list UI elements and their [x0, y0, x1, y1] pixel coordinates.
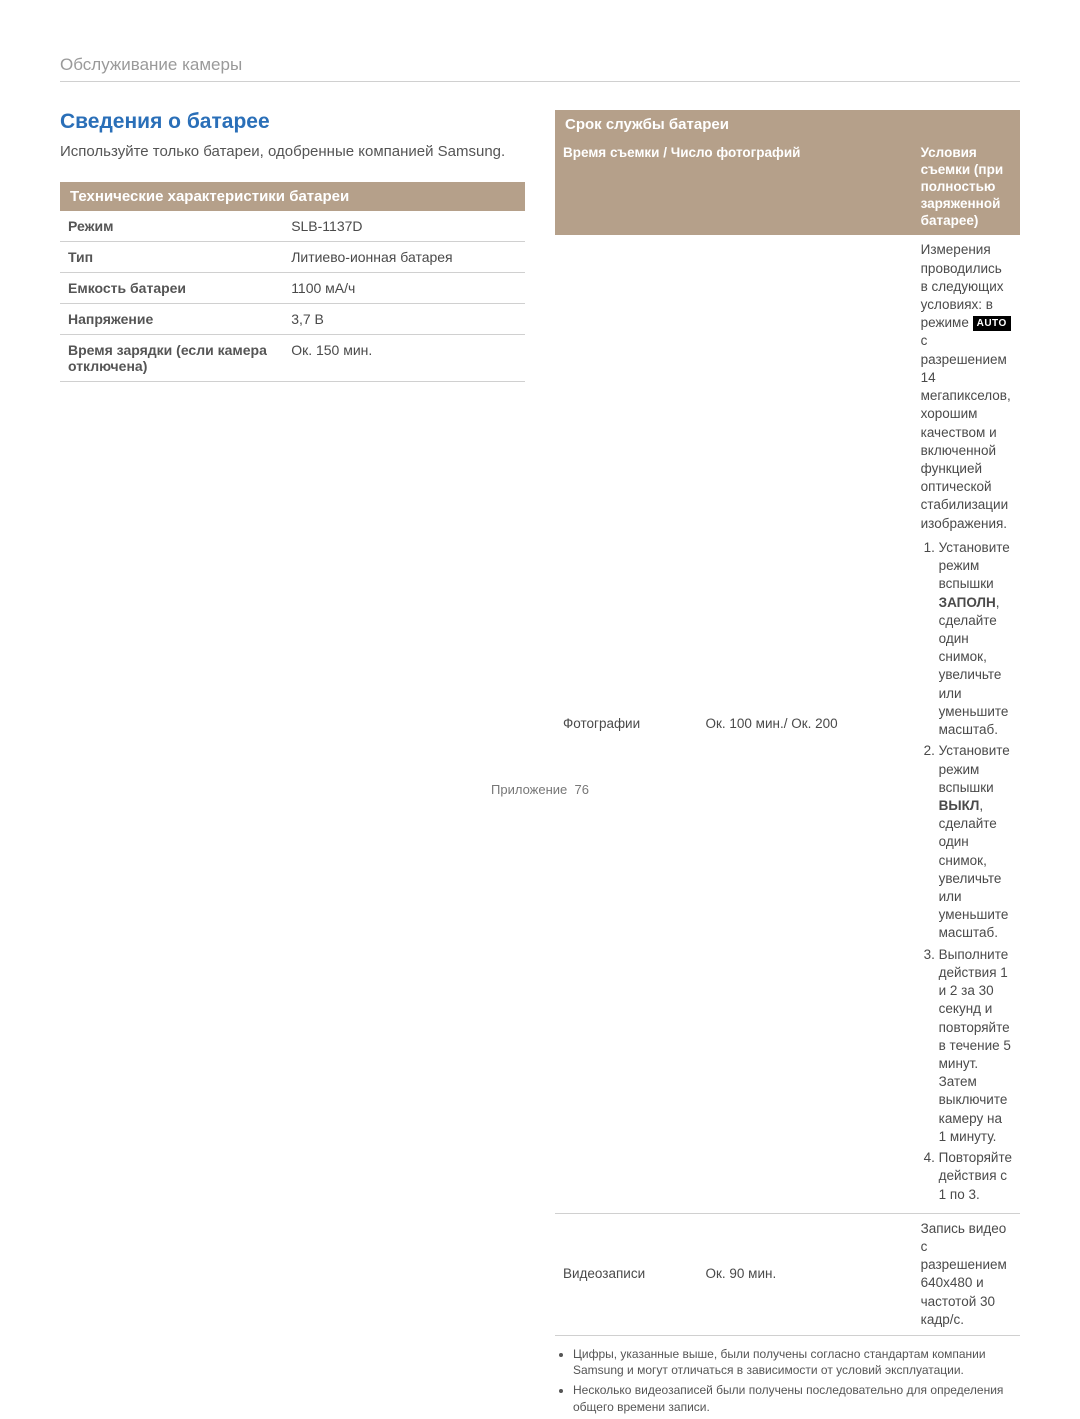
intro-text: Используйте только батареи, одобренные к… [60, 142, 525, 162]
life-th1: Время съемки / Число фотографий [555, 139, 913, 235]
spec-value: 3,7 В [283, 304, 525, 335]
spec-subheader: Технические характеристики батареи [60, 182, 525, 211]
video-row-value: Ок. 90 мин. [698, 1213, 913, 1335]
list-item: Установите режим вспышки ВЫКЛ, сделайте … [939, 742, 1012, 942]
spec-value: Литиево-ионная батарея [283, 242, 525, 273]
life-subheader: Срок службы батареи [555, 110, 1020, 139]
table-row: Напряжение3,7 В [60, 304, 525, 335]
list-item: Выполните действия 1 и 2 за 30 секунд и … [939, 946, 1012, 1146]
life-table: Время съемки / Число фотографий Условия … [555, 139, 1020, 1336]
conditions-list: Установите режим вспышки ЗАПОЛН, сделайт… [921, 539, 1012, 1204]
left-column: Сведения о батарее Используйте только ба… [60, 110, 525, 1419]
spec-label: Напряжение [60, 304, 283, 335]
list-item: Цифры, указанные выше, были получены сог… [573, 1346, 1020, 1378]
table-row: Фотографии Ок. 100 мин./ Ок. 200 Измерен… [555, 235, 1020, 1213]
photo-row-conditions: Измерения проводились в следующих услови… [913, 235, 1020, 1213]
life-th2: Условия съемки (при полностью заряженной… [913, 139, 1020, 235]
page-header: Обслуживание камеры [60, 55, 1020, 82]
right-column: Срок службы батареи Время съемки / Число… [555, 110, 1020, 1419]
spec-value: Ок. 150 мин. [283, 335, 525, 382]
table-row: ТипЛитиево-ионная батарея [60, 242, 525, 273]
spec-value: SLB-1137D [283, 211, 525, 242]
spec-label: Режим [60, 211, 283, 242]
video-row-label: Видеозаписи [555, 1213, 698, 1335]
list-item: Повторяйте действия с 1 по 3. [939, 1149, 1012, 1204]
auto-badge: AUTO [973, 316, 1011, 332]
spec-label: Тип [60, 242, 283, 273]
footer-page: 76 [575, 782, 589, 797]
page-footer: Приложение 76 [0, 782, 1080, 797]
table-row: Время зарядки (если камера отключена)Ок.… [60, 335, 525, 382]
spec-table: РежимSLB-1137D ТипЛитиево-ионная батарея… [60, 211, 525, 382]
notes-list: Цифры, указанные выше, были получены сог… [555, 1346, 1020, 1415]
spec-label: Емкость батареи [60, 273, 283, 304]
video-row-cond: Запись видео с разрешением 640x480 и час… [913, 1213, 1020, 1335]
list-item: Установите режим вспышки ЗАПОЛН, сделайт… [939, 539, 1012, 739]
list-item: Несколько видеозаписей были получены пос… [573, 1382, 1020, 1414]
spec-label: Время зарядки (если камера отключена) [60, 335, 283, 382]
content-columns: Сведения о батарее Используйте только ба… [60, 110, 1020, 1419]
photo-row-label: Фотографии [555, 235, 698, 1213]
spec-value: 1100 мА/ч [283, 273, 525, 304]
photo-row-value: Ок. 100 мин./ Ок. 200 [698, 235, 913, 1213]
table-row: Видеозаписи Ок. 90 мин. Запись видео с р… [555, 1213, 1020, 1335]
section-title: Сведения о батарее [60, 110, 525, 134]
table-row: Емкость батареи1100 мА/ч [60, 273, 525, 304]
cond-intro-post: с разрешением 14 мегапикселов, хорошим к… [921, 333, 1011, 530]
footer-label: Приложение [491, 782, 567, 797]
table-row: РежимSLB-1137D [60, 211, 525, 242]
